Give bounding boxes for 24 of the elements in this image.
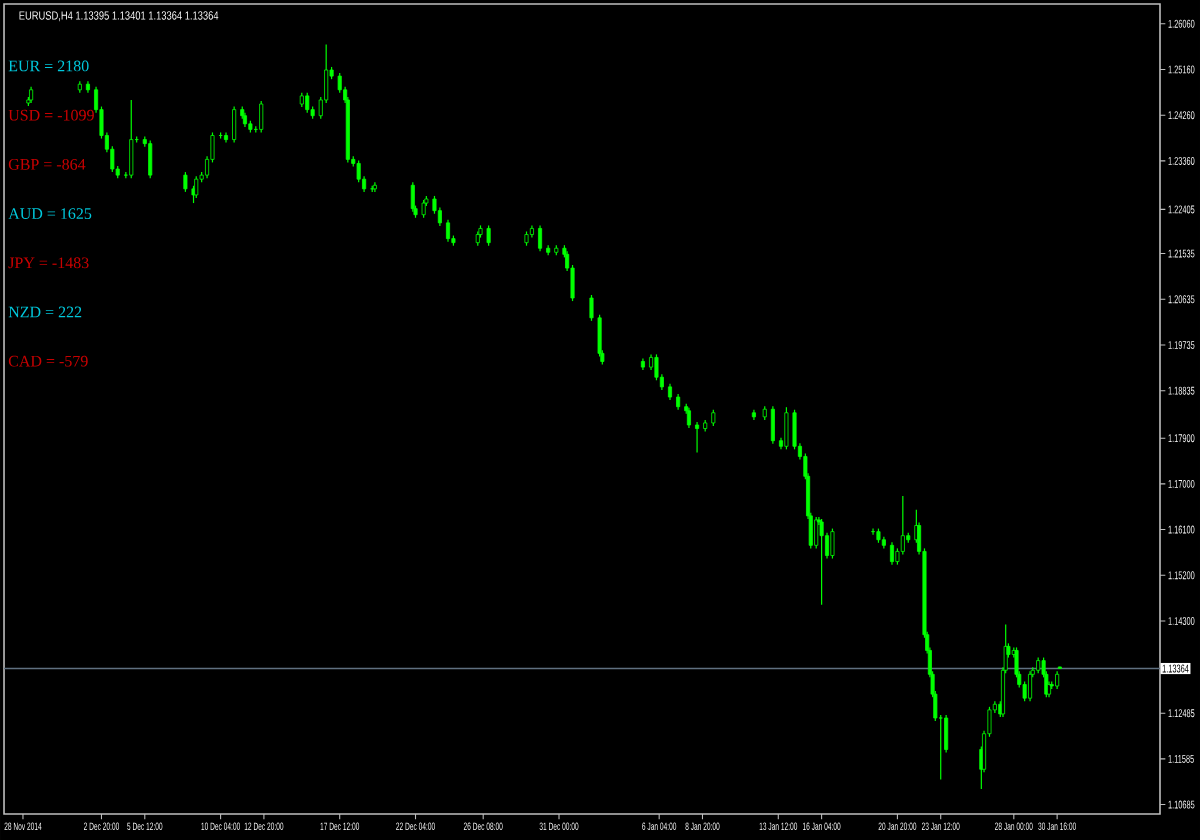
annotation: NZD = 222 — [8, 306, 82, 318]
annotation: AUD = 1625 — [8, 208, 92, 219]
candlestick — [305, 92, 310, 114]
candlestick — [148, 139, 153, 179]
candlestick — [232, 105, 237, 144]
candlestick — [784, 406, 789, 450]
candlestick — [410, 181, 415, 213]
candlestick — [538, 224, 543, 252]
candlestick — [129, 99, 134, 179]
candlestick — [445, 219, 451, 243]
candlestick — [695, 421, 700, 453]
candlestick — [686, 407, 691, 429]
candlestick — [486, 224, 491, 247]
candlestick — [183, 171, 188, 193]
candlestick — [770, 405, 775, 445]
annotation: CAD = -579 — [8, 355, 88, 367]
annotation: GBP = -864 — [8, 158, 86, 170]
candlestick — [259, 100, 264, 134]
annotation: USD = -1099 — [8, 109, 94, 121]
candlestick — [889, 541, 895, 566]
candlestick — [223, 131, 229, 144]
candlestick — [830, 527, 835, 560]
annotation: EUR = 2180 — [8, 60, 89, 72]
annotation: JPY = -1483 — [8, 257, 89, 269]
